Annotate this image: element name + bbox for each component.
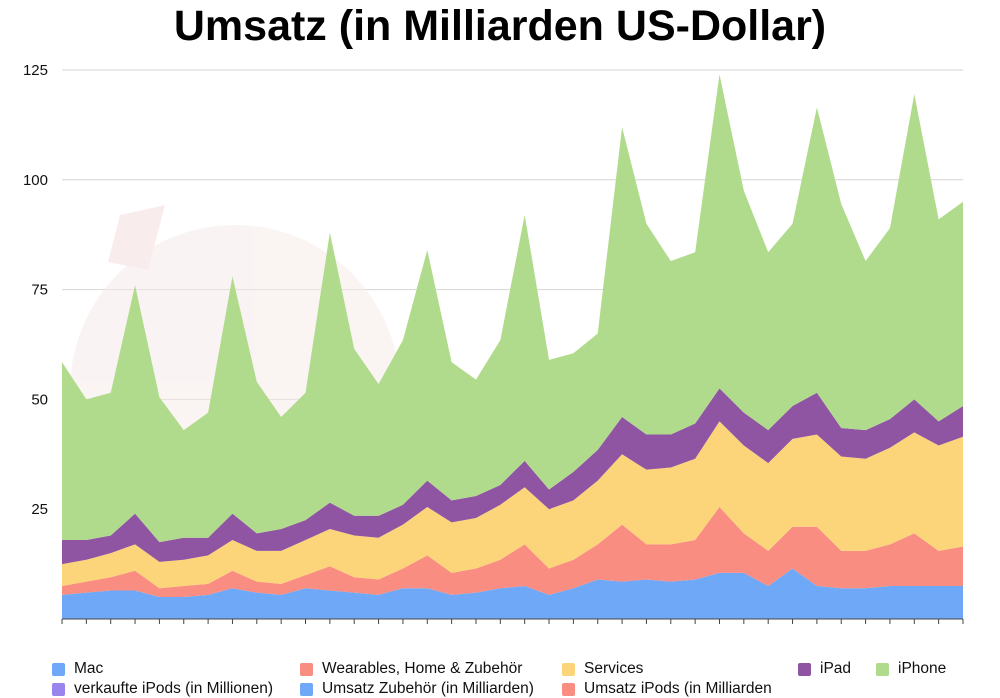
chart-title: Umsatz (in Milliarden US-Dollar) xyxy=(173,2,827,50)
axes: 25 50 75 100 125 xyxy=(23,62,964,624)
area-mac xyxy=(62,568,963,619)
area-iphone xyxy=(62,74,963,543)
y-tick-label-75: 75 xyxy=(31,282,48,299)
y-tick-label-100: 100 xyxy=(23,172,48,189)
y-tick-label-125: 125 xyxy=(23,62,48,79)
area-ipad xyxy=(62,388,963,565)
stacked-areas xyxy=(62,74,963,619)
y-tick-label-50: 50 xyxy=(31,391,48,408)
y-tick-label-25: 25 xyxy=(31,501,48,518)
area-wearables-home-zubeh-r xyxy=(62,507,963,598)
area-services xyxy=(62,421,963,589)
